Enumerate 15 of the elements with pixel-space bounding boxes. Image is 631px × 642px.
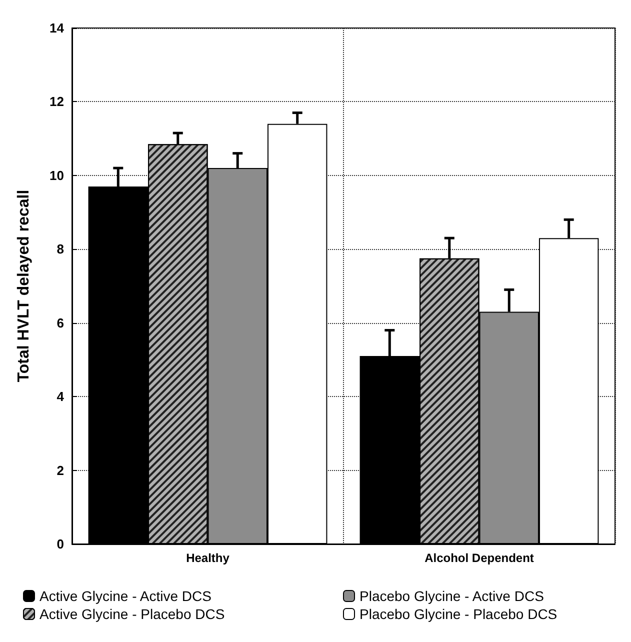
legend-label: Active Glycine - Placebo DCS — [40, 606, 225, 622]
legend-label: Placebo Glycine - Placebo DCS — [360, 606, 558, 622]
x-tick-label: Healthy — [186, 551, 230, 565]
y-tick-label: 14 — [50, 20, 65, 36]
y-tick-label: 6 — [56, 315, 64, 330]
y-tick-label: 10 — [50, 168, 64, 183]
x-tick-label: Alcohol Dependent — [424, 551, 534, 565]
legend-label: Active Glycine - Active DCS — [40, 588, 212, 604]
legend-label: Placebo Glycine - Active DCS — [360, 588, 544, 604]
y-tick-label: 2 — [56, 462, 64, 478]
y-tick-label: 12 — [50, 94, 64, 110]
y-tick-label: 8 — [56, 242, 64, 257]
y-axis-title: Total HVLT delayed recall — [16, 190, 32, 382]
y-tick-label: 0 — [56, 536, 64, 552]
y-tick-label: 4 — [56, 389, 65, 404]
